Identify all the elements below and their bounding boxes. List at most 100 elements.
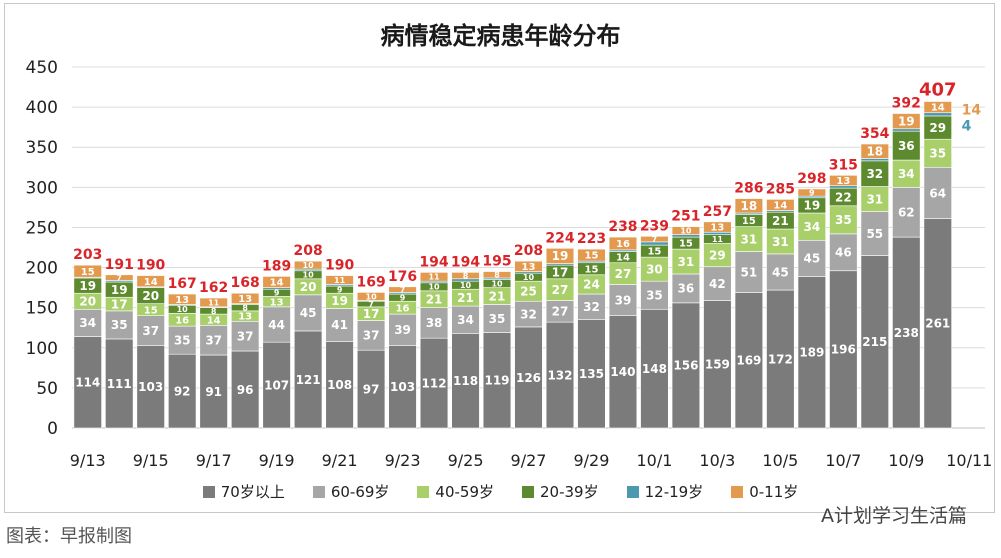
segment-value-label: 14 <box>616 253 630 264</box>
segment-value-label: 19 <box>552 249 569 263</box>
segment-value-label: 35 <box>174 333 191 347</box>
legend-label: 0-11岁 <box>749 483 799 501</box>
segment-value-label: 29 <box>929 121 946 135</box>
legend-swatch <box>312 485 325 498</box>
segment-value-label: 9 <box>809 188 815 197</box>
bar-segment <box>923 218 952 429</box>
bar-segment <box>734 226 764 252</box>
segment-value-label: 7 <box>116 273 122 282</box>
segment-value-label: 15 <box>647 247 661 258</box>
segment-value-label: 103 <box>390 380 415 394</box>
chart-title: 病情稳定病患年龄分布 <box>380 22 621 50</box>
segment-value-label: 7 <box>368 300 374 309</box>
segment-value-label: 45 <box>803 252 820 266</box>
segment-value-label: 32 <box>583 300 600 314</box>
bar-segment <box>577 319 606 429</box>
segment-value-label: 25 <box>520 285 537 299</box>
segment-value-label: 36 <box>898 139 915 153</box>
bar-segment <box>829 205 858 235</box>
segment-value-label: 8 <box>494 271 500 280</box>
bar-segment <box>923 166 952 219</box>
bar-segment <box>860 160 889 187</box>
bar-segment <box>356 292 386 301</box>
segment-value-label: 10 <box>460 281 472 290</box>
bar-segment <box>73 308 102 337</box>
total-value-label: 257 <box>703 204 732 220</box>
total-value-label: 191 <box>105 257 134 273</box>
total-value-label: 315 <box>829 157 858 173</box>
segment-value-label: 21 <box>426 293 443 307</box>
segment-value-label: 96 <box>237 383 254 397</box>
bar-segment <box>388 345 417 429</box>
segment-value-label: 32 <box>520 307 537 321</box>
x-tick-label: 10/7 <box>825 451 861 470</box>
bar-segment <box>860 158 889 162</box>
bar-segment <box>451 333 480 429</box>
legend-label: 70岁以上 <box>220 483 285 501</box>
segment-value-label: 107 <box>264 378 289 392</box>
total-value-label: 224 <box>545 230 574 246</box>
segment-value-label: 92 <box>174 384 191 398</box>
total-value-label: 194 <box>419 254 448 270</box>
legend-swatch <box>731 485 744 498</box>
bar-segment <box>860 211 889 256</box>
bar-segment <box>766 199 795 211</box>
segment-value-label: 38 <box>426 316 443 330</box>
segment-value-label: 11 <box>712 235 724 244</box>
bar-segment <box>860 143 889 159</box>
y-tick-label: 50 <box>36 379 58 399</box>
segment-value-label: 8 <box>463 271 469 280</box>
bar-segment <box>608 284 638 316</box>
total-value-label: 190 <box>136 258 165 274</box>
segment-value-label: 16 <box>175 315 189 326</box>
bar-segment <box>231 292 260 304</box>
segment-value-label: 21 <box>489 289 506 303</box>
side-label-12-19: 4 <box>962 119 972 135</box>
segment-value-label: 34 <box>79 316 96 330</box>
segment-value-label: 27 <box>615 267 632 281</box>
segment-value-label: 35 <box>111 318 128 332</box>
source-watermark: 图表：早报制图 <box>6 526 132 547</box>
total-value-label: 285 <box>766 181 795 197</box>
segment-value-label: 44 <box>268 318 285 332</box>
bar-segment <box>325 341 354 429</box>
segment-value-label: 31 <box>678 255 695 269</box>
bar-segment <box>545 248 575 264</box>
bar-segment <box>262 276 291 288</box>
segment-value-label: 215 <box>862 335 887 349</box>
total-value-label: 195 <box>482 254 511 270</box>
x-tick-label: 9/13 <box>70 451 106 470</box>
legend-item: 70岁以上 <box>202 481 285 502</box>
bar-segment <box>356 320 386 351</box>
total-value-label: 286 <box>734 181 763 197</box>
bar-segment <box>514 300 543 328</box>
bar-segment <box>829 270 858 429</box>
segment-value-label: 16 <box>396 303 410 314</box>
segment-value-label: 10 <box>491 279 503 288</box>
segment-value-label: 189 <box>799 346 824 360</box>
bar-segment <box>262 341 291 429</box>
bar-segment <box>514 260 543 272</box>
bar-segment <box>671 226 701 235</box>
total-value-label: 189 <box>262 258 291 274</box>
segment-value-label: 103 <box>138 380 163 394</box>
segment-value-label: 16 <box>616 239 630 250</box>
segment-value-label: 14 <box>270 278 284 289</box>
segment-value-label: 45 <box>300 306 317 320</box>
segment-value-label: 31 <box>772 235 789 249</box>
x-tick-label: 9/25 <box>448 451 484 470</box>
segment-value-label: 7 <box>400 285 406 294</box>
segment-value-label: 62 <box>898 206 915 220</box>
bar-segment <box>923 101 952 114</box>
segment-value-label: 118 <box>453 374 478 388</box>
bar-segment <box>766 289 795 429</box>
segment-value-label: 34 <box>898 167 915 181</box>
bar-segment <box>419 272 449 282</box>
segment-value-label: 10 <box>303 261 315 270</box>
segment-value-label: 11 <box>208 298 220 307</box>
segment-value-label: 17 <box>111 297 128 311</box>
segment-value-label: 148 <box>642 362 667 376</box>
segment-value-label: 126 <box>516 371 541 385</box>
segment-value-label: 20 <box>142 289 159 303</box>
bar-segment <box>703 221 732 233</box>
